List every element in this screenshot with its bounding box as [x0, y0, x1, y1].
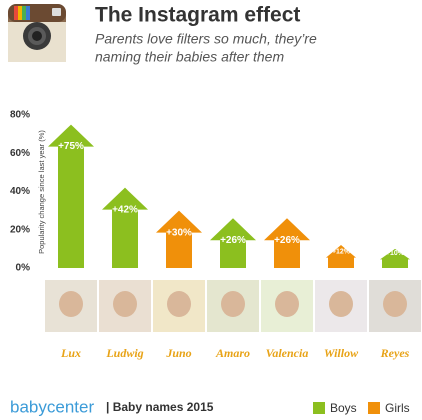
arrow-bar	[48, 124, 94, 268]
y-tick-label: 80%	[10, 110, 30, 121]
y-tick-label: 0%	[16, 263, 31, 274]
x-tick-label: Ludwig	[105, 346, 143, 360]
value-label: +10%	[386, 250, 405, 257]
x-tick-label: Amaro	[215, 346, 250, 360]
baby-photo	[99, 280, 151, 332]
value-label: +42%	[112, 204, 138, 215]
x-tick-label: Willow	[324, 346, 359, 360]
y-tick-label: 60%	[10, 148, 30, 159]
value-label: +26%	[274, 235, 300, 246]
baby-photo	[315, 280, 367, 332]
value-label: +26%	[220, 235, 246, 246]
arrow-bar	[210, 218, 256, 268]
caption: | Baby names 2015	[106, 400, 214, 414]
arrow-bar	[264, 218, 310, 268]
value-label: +12%	[332, 249, 351, 256]
x-tick-label: Reyes	[380, 346, 410, 360]
instagram-icon	[8, 4, 66, 62]
legend-label: Boys	[330, 401, 357, 415]
legend-label: Girls	[385, 401, 410, 415]
y-tick-label: 20%	[10, 224, 30, 235]
legend-swatch	[368, 402, 380, 414]
arrow-bar	[156, 210, 202, 268]
y-tick-label: 40%	[10, 186, 30, 197]
title: The Instagram effect	[95, 4, 300, 27]
baby-photo	[207, 280, 259, 332]
x-tick-label: Juno	[165, 346, 191, 360]
legend-swatch	[313, 402, 325, 414]
baby-photo	[369, 280, 421, 332]
subtitle: naming their babies after them	[95, 49, 284, 65]
value-label: +30%	[166, 227, 192, 238]
x-tick-label: Lux	[60, 346, 81, 360]
baby-photo	[153, 280, 205, 332]
arrow-bar	[380, 248, 410, 268]
arrow-bar	[102, 187, 148, 268]
value-label: +75%	[58, 141, 84, 152]
brand: babycenter	[10, 397, 94, 416]
arrow-bar	[326, 245, 356, 268]
y-axis-label: Popularity change since last year (%)	[37, 130, 46, 254]
baby-photo	[261, 280, 313, 332]
subtitle: Parents love filters so much, they’re	[95, 31, 317, 47]
baby-photo	[45, 280, 97, 332]
x-tick-label: Valencia	[266, 346, 309, 360]
